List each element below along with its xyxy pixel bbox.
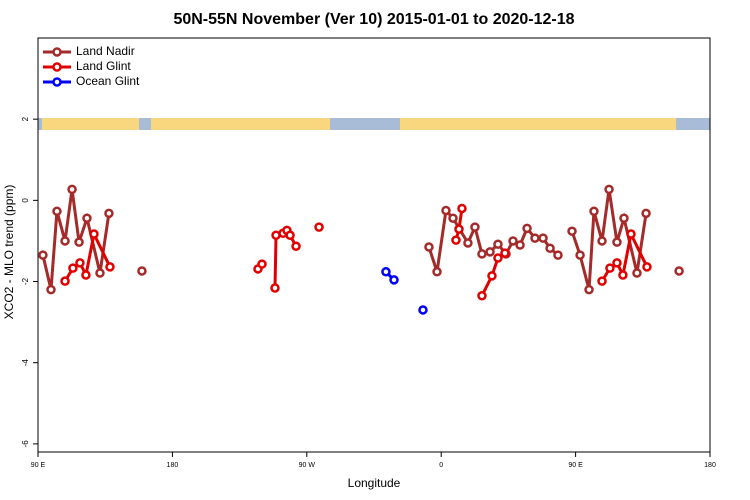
point (626, 229, 636, 239)
point (612, 258, 622, 268)
legend-marker (52, 77, 62, 87)
plot-frame (37, 37, 711, 453)
point (597, 236, 607, 246)
point (477, 249, 487, 259)
point (605, 263, 615, 273)
point (619, 213, 629, 223)
point (68, 263, 78, 273)
point (454, 224, 464, 234)
point (463, 238, 473, 248)
y-tick-label: -6 (21, 440, 30, 448)
point (95, 268, 105, 278)
point (314, 222, 324, 232)
point (52, 206, 62, 217)
point (457, 203, 467, 214)
point (291, 241, 301, 251)
point (74, 237, 84, 247)
point (493, 253, 503, 263)
point (522, 223, 532, 234)
point (381, 267, 391, 277)
y-tick-label: -4 (21, 359, 30, 367)
point (137, 266, 147, 276)
point (604, 184, 614, 195)
point (89, 229, 99, 239)
legend-label: Ocean Glint (76, 74, 140, 88)
point (500, 248, 510, 258)
point (418, 305, 428, 315)
x-tick-label: 0 (439, 462, 443, 469)
point (487, 271, 497, 281)
point (589, 206, 599, 217)
point (470, 222, 480, 232)
point (60, 276, 70, 286)
point (432, 267, 442, 277)
legend-label: Land Nadir (76, 44, 135, 58)
point (257, 259, 267, 269)
point (75, 258, 85, 268)
x-tick-label: 90 W (299, 462, 316, 469)
point (515, 240, 525, 250)
x-tick-label: 90 E (31, 462, 46, 469)
point (575, 250, 585, 260)
x-tick-label: 90 E (568, 462, 583, 469)
point (567, 226, 577, 236)
point (612, 237, 622, 247)
point (270, 283, 280, 293)
point (67, 184, 77, 195)
point (424, 242, 434, 252)
point (553, 250, 563, 260)
point (584, 284, 594, 295)
y-tick-label: -2 (21, 277, 30, 285)
point (493, 239, 503, 249)
chart-title: 50N-55N November (Ver 10) 2015-01-01 to … (173, 11, 574, 28)
point (104, 208, 114, 219)
point (82, 213, 92, 223)
point (545, 243, 555, 253)
point (642, 262, 652, 272)
point (441, 205, 451, 216)
y-axis-label: XCO2 - MLO trend (ppm) (2, 185, 16, 320)
point (38, 250, 48, 260)
point (285, 230, 295, 241)
point (105, 262, 115, 272)
point (530, 233, 540, 243)
point (485, 247, 495, 257)
x-tick-label: 180 (704, 462, 716, 469)
legend-marker (52, 47, 62, 57)
point (597, 276, 607, 286)
point (477, 290, 487, 301)
point (538, 233, 548, 243)
point (641, 208, 651, 219)
point (632, 268, 642, 278)
legend-label: Land Glint (76, 59, 131, 73)
series-line (43, 189, 679, 289)
point (46, 284, 56, 295)
y-tick-label: 2 (21, 116, 30, 121)
x-tick-label: 180 (167, 462, 179, 469)
point (508, 236, 518, 246)
legend-marker (52, 62, 62, 72)
point (60, 236, 70, 246)
y-tick-label: 0 (21, 198, 30, 203)
land-sea-strip (38, 118, 710, 130)
point (451, 235, 461, 245)
point (448, 213, 458, 223)
point (389, 275, 399, 285)
point (81, 270, 91, 280)
point (618, 270, 628, 280)
point (674, 266, 684, 276)
x-axis-label: Longitude (348, 476, 401, 490)
